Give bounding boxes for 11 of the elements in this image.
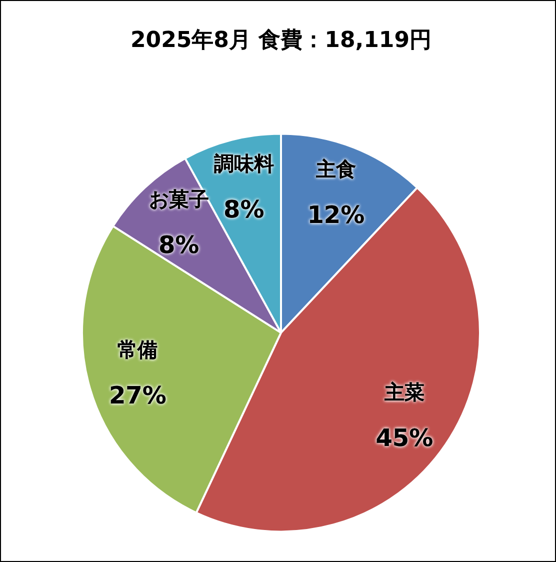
data-label: 27% xyxy=(108,382,166,410)
slice-label: 調味料 xyxy=(214,151,274,176)
data-label: 45% xyxy=(376,424,434,452)
chart-title: 2025年8月 食費：18,119円 xyxy=(130,28,432,53)
data-label: 12% xyxy=(307,201,365,230)
data-label: 8% xyxy=(224,195,264,224)
slice-label: 主菜 xyxy=(383,380,424,404)
slice-label: 主食 xyxy=(314,157,356,182)
slice-label: お菓子 xyxy=(148,187,209,212)
slice-label: 常備 xyxy=(118,338,158,362)
data-label: 8% xyxy=(158,231,200,260)
